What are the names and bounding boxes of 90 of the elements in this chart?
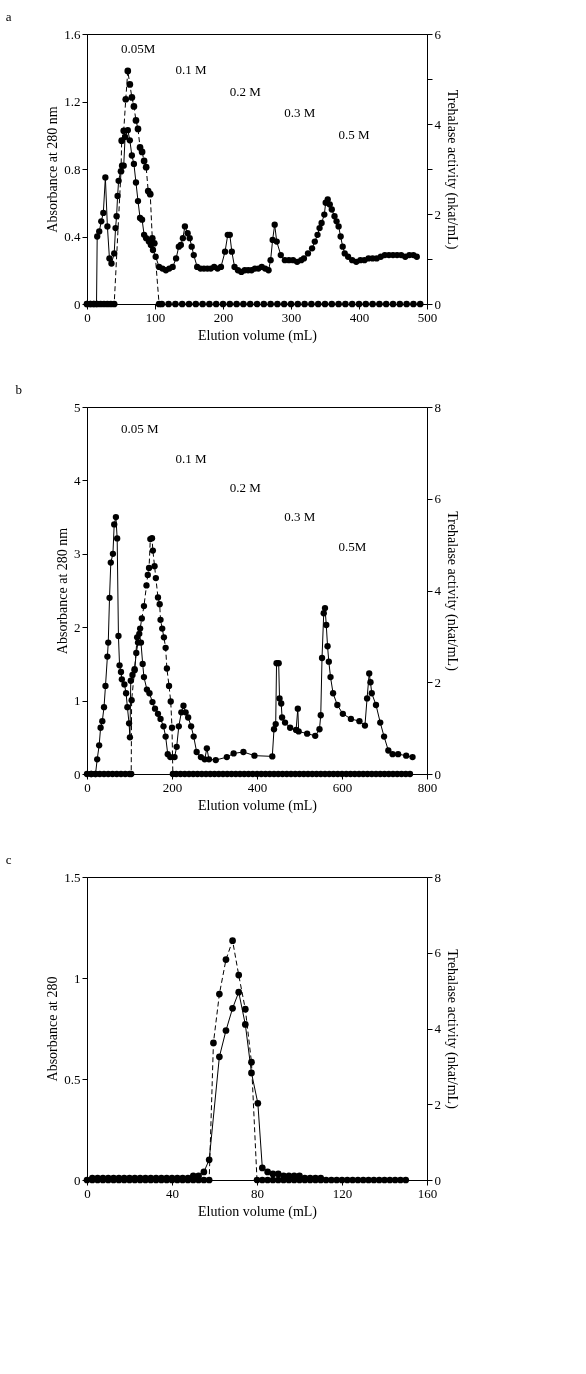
y-tick-label: 2 — [74, 619, 81, 635]
x-axis-title: Elution volume (mL) — [198, 327, 318, 344]
y-tick-label: 3 — [74, 546, 81, 562]
point — [241, 1021, 249, 1028]
y-tick-label: 0 — [74, 296, 81, 312]
chart-title: a — [5, 9, 12, 24]
x-tick-label: 200 — [213, 309, 234, 325]
y2-axis-title: Trehalase activity (nkat/mL) — [444, 949, 460, 1110]
y2-tick-label: 6 — [434, 945, 442, 961]
x-tick-label: 40 — [166, 1185, 179, 1201]
y2-tick-label: 0 — [434, 296, 441, 312]
x-tick-label: 120 — [332, 1185, 353, 1201]
annotation: 0.5 M — [338, 127, 371, 142]
x-tick-label: 0 — [84, 779, 91, 795]
x-axis-title: Elution volume (mL) — [198, 797, 318, 814]
point — [229, 1004, 236, 1012]
x-tick-label: 400 — [349, 309, 370, 325]
annotation: 0.2 M — [229, 480, 262, 496]
point — [216, 990, 223, 998]
annotation: 0.05M — [121, 40, 156, 56]
y-tick-label: 1.6 — [64, 26, 81, 42]
y2-tick-label: 8 — [434, 869, 441, 885]
y-tick-label: 0 — [74, 766, 81, 782]
point — [200, 1168, 208, 1176]
point — [235, 988, 243, 996]
y-tick-label: 1 — [74, 693, 81, 709]
y2-axis-title: Trehalase activity (nkat/mL) — [444, 511, 460, 672]
y-axis-title: Absorbance at 280 nm — [45, 106, 61, 233]
x-tick-label: 500 — [417, 309, 438, 325]
y-tick-label: 0.8 — [64, 161, 81, 177]
x-tick-label: 0 — [84, 309, 91, 325]
x-tick-label: 100 — [145, 309, 166, 325]
x-tick-label: 0 — [84, 1185, 91, 1201]
point — [333, 1176, 341, 1184]
point — [402, 1176, 410, 1184]
point — [205, 1176, 213, 1184]
y-tick-label: 0 — [74, 1172, 81, 1188]
y-tick-label: 5 — [74, 399, 81, 415]
point — [241, 1005, 249, 1013]
annotation: 0.3 M — [284, 509, 316, 525]
point — [365, 1176, 372, 1184]
y-tick-label: 1 — [74, 970, 81, 986]
chart-title: c — [5, 852, 12, 867]
x-axis-title: Elution volume (mL) — [198, 1203, 318, 1220]
y2-tick-label: 2 — [434, 1096, 441, 1112]
point — [210, 1039, 217, 1047]
y2-tick-label: 4 — [434, 1021, 442, 1036]
y-tick-label: 0.4 — [64, 229, 81, 244]
point — [222, 956, 230, 963]
x-tick-label: 80 — [251, 1185, 264, 1201]
y2-tick-label: 6 — [434, 26, 442, 42]
y2-tick-label: 2 — [434, 206, 441, 222]
chart-title: b — [15, 382, 22, 397]
x-tick-label: 800 — [417, 779, 438, 795]
point — [264, 1176, 271, 1184]
annotation: 0.3 M — [284, 105, 316, 121]
y-tick-label: 1.2 — [64, 94, 81, 109]
y2-tick-label: 4 — [434, 583, 442, 598]
y-axis-title: Absorbance at 280 — [45, 976, 61, 1082]
y-tick-label: 1.5 — [64, 869, 81, 885]
point — [235, 971, 243, 979]
x-tick-label: 160 — [417, 1185, 438, 1201]
y2-tick-label: 0 — [434, 1172, 441, 1188]
point — [381, 1176, 388, 1184]
y2-tick-label: 4 — [434, 116, 442, 132]
x-tick-label: 600 — [332, 779, 353, 795]
y2-axis-title: Trehalase activity (nkat/mL) — [444, 89, 460, 250]
annotation: 0.05 M — [121, 421, 159, 437]
y2-tick-label: 0 — [434, 766, 441, 782]
x-tick-label: 300 — [281, 309, 302, 325]
point — [248, 1058, 255, 1066]
point — [349, 1176, 356, 1184]
y2-tick-label: 8 — [434, 399, 441, 415]
point — [222, 1027, 230, 1034]
annotation: 0.5M — [338, 538, 367, 554]
y-tick-label: 0.5 — [64, 1071, 81, 1087]
point — [258, 1164, 266, 1172]
point — [216, 1053, 223, 1061]
x-tick-label: 400 — [247, 779, 268, 795]
annotation: 0.2 M — [229, 83, 262, 99]
y2-tick-label: 2 — [434, 674, 441, 690]
annotation: 0.1 M — [175, 62, 207, 78]
y-axis-title: Absorbance at 280 nm — [55, 527, 70, 655]
y2-tick-label: 6 — [434, 491, 442, 507]
point — [254, 1099, 262, 1107]
y-tick-label: 4 — [74, 472, 81, 488]
annotation: 0.1 M — [175, 450, 207, 466]
x-tick-label: 200 — [162, 779, 183, 795]
point — [264, 1168, 271, 1176]
point — [229, 937, 236, 944]
